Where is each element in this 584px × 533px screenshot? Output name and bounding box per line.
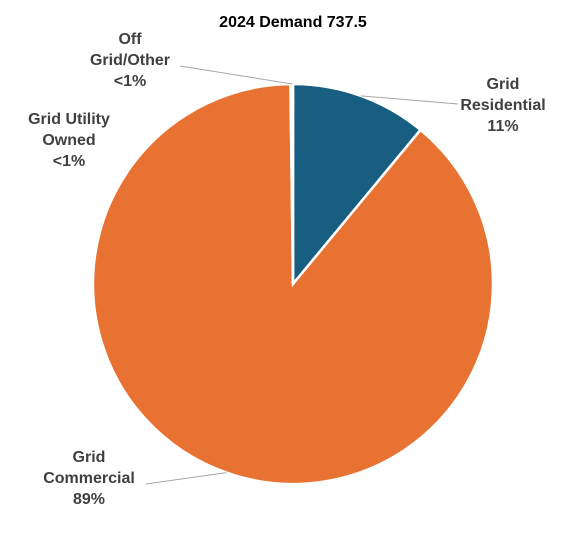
leader-line-off-grid-other — [179, 65, 293, 85]
slice-label-grid-utility-owned: Grid Utility Owned <1% — [28, 111, 110, 170]
pie-slices — [91, 82, 495, 486]
slice-label-grid-residential: Grid Residential 11% — [460, 76, 545, 135]
pie-slice-off-grid-other — [290, 82, 295, 285]
slice-label-line: Grid Utility — [28, 111, 110, 128]
chart-title: 2024 Demand 737.5 — [219, 14, 367, 31]
slice-label-line: Grid — [73, 449, 106, 466]
slice-label-line: Grid — [487, 76, 520, 93]
leader-line-grid-commercial — [145, 472, 227, 485]
slice-labels: Grid Residential 11%Grid Commercial 89%Grid … — [28, 31, 546, 508]
slice-label-line: Residential — [460, 97, 545, 114]
slice-label-line: <1% — [53, 153, 85, 170]
slice-label-line: 11% — [487, 118, 518, 135]
slice-label-line: Off — [118, 31, 142, 48]
slice-label-off-grid-other: Off Grid/Other <1% — [90, 31, 170, 90]
slice-label-line: Grid/Other — [90, 52, 170, 69]
leader-line-grid-residential — [360, 95, 459, 105]
slice-label-line: Commercial — [43, 470, 135, 487]
leader-lines — [145, 65, 459, 485]
slice-label-line: <1% — [114, 73, 146, 90]
slice-label-line: 89% — [73, 491, 105, 508]
slice-label-grid-commercial: Grid Commercial 89% — [43, 449, 135, 508]
slice-label-line: Owned — [42, 132, 95, 149]
